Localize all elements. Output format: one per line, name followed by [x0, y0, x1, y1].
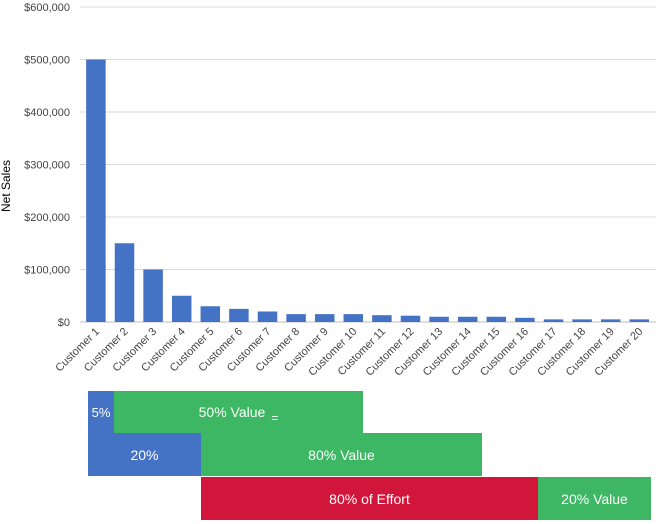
annotation-5-percent-customers: 5 % — [88, 391, 114, 433]
y-tick-label: $300,000 — [24, 160, 70, 172]
annotation-5-percent-line2: % — [98, 404, 111, 420]
annotation-20-percent-label: 20% — [130, 446, 159, 463]
bar-customer-13 — [429, 316, 449, 322]
bar-customer-4 — [171, 295, 192, 322]
bar-customer-1 — [86, 59, 106, 322]
y-tick-label: $600,000 — [24, 2, 70, 14]
y-tick-label: $500,000 — [24, 55, 70, 67]
bar-customer-20 — [629, 319, 650, 322]
bar-customer-6 — [229, 308, 249, 322]
annotation-20-percent-value: 20% Value — [538, 477, 651, 520]
annotation-50-percent-value: 50% Value = — [114, 391, 363, 433]
bar-customer-2 — [114, 243, 135, 322]
y-axis-ticks: $0 $100,000 $200,000 $300,000 $400,000 $500,0… — [24, 2, 70, 329]
bars — [86, 59, 650, 322]
bar-customer-11 — [372, 315, 392, 322]
y-tick-label: $100,000 — [24, 265, 70, 277]
y-tick-label: $0 — [58, 317, 70, 329]
bar-customer-5 — [200, 306, 221, 322]
bar-customer-19 — [600, 319, 621, 322]
annotation-20-percent-value-label: 20% Value — [561, 490, 628, 507]
annotation-80-percent-effort-label: 80% of Effort — [329, 490, 410, 507]
y-tick-label: $200,000 — [24, 212, 70, 224]
bar-customer-18 — [572, 319, 592, 322]
annotation-50-percent-label: 50% Value — [198, 404, 266, 420]
y-tick-label: $400,000 — [24, 107, 70, 119]
bar-customer-14 — [457, 316, 478, 322]
annotation-5-percent-line1: 5 — [91, 404, 99, 420]
bar-customer-12 — [400, 315, 421, 322]
gridlines — [80, 6, 656, 323]
bar-customer-3 — [143, 269, 163, 322]
bar-customer-8 — [286, 314, 306, 322]
annotation-equals-sign: = — [271, 411, 279, 425]
y-axis-label: Net Sales — [0, 160, 13, 212]
pareto-bar-chart: $0 $100,000 $200,000 $300,000 $400,000 $500,0… — [0, 2, 656, 379]
bar-customer-17 — [543, 319, 564, 322]
bar-customer-15 — [486, 316, 507, 322]
annotation-80-percent-value-label: 80% Value — [308, 446, 375, 463]
annotation-80-percent-effort: 80% of Effort — [201, 477, 538, 520]
annotation-80-percent-value: 80% Value — [201, 433, 482, 476]
annotation-20-percent-customers: 20% — [88, 433, 201, 476]
bar-customer-7 — [257, 311, 278, 322]
bar-customer-10 — [343, 314, 364, 322]
bar-customer-16 — [515, 317, 535, 322]
bar-customer-9 — [314, 314, 335, 322]
